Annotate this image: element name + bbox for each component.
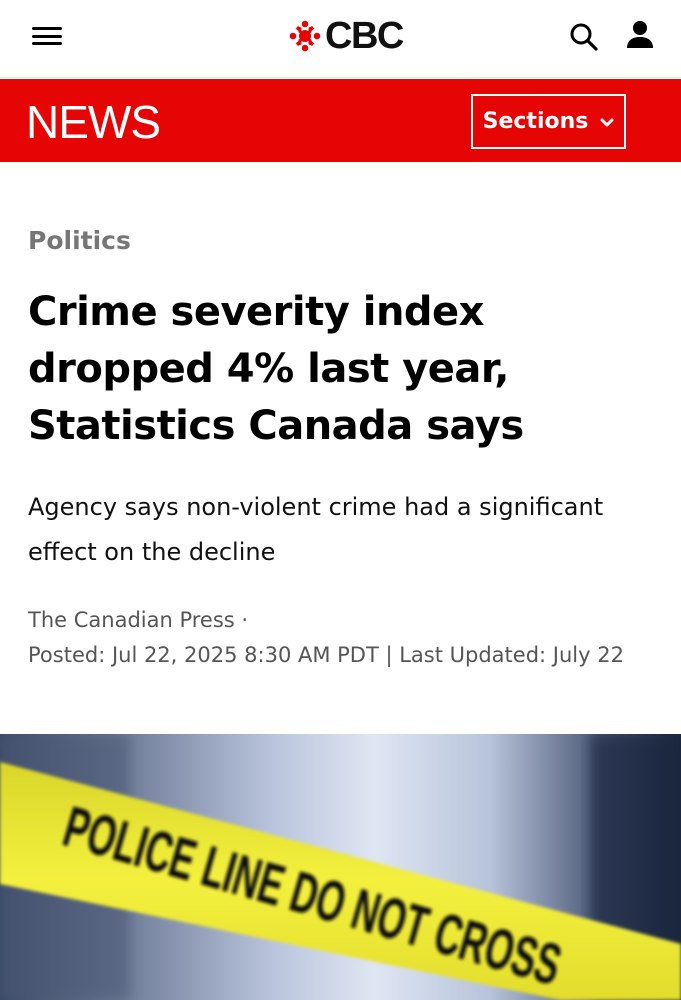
police-tape-image: POLICE LINE DO NOT CROSS — [0, 734, 681, 1000]
sections-dropdown-button[interactable]: Sections — [471, 94, 626, 149]
hamburger-menu-icon[interactable] — [32, 25, 62, 47]
byline-source: The Canadian Press · — [28, 608, 249, 632]
hero-image[interactable]: POLICE LINE DO NOT CROSS — [0, 734, 681, 1000]
sections-label: Sections — [482, 108, 589, 134]
chevron-down-icon — [600, 118, 614, 126]
category-link[interactable]: Politics — [28, 226, 131, 255]
menu-line — [32, 27, 62, 30]
search-button[interactable] — [568, 21, 600, 53]
profile-button[interactable] — [624, 19, 656, 51]
byline: The Canadian Press · Posted: Jul 22, 202… — [28, 603, 658, 673]
top-bar: CBC — [0, 0, 681, 78]
cbc-wordmark: CBC — [325, 15, 404, 57]
article-headline: Crime severity index dropped 4% last yea… — [28, 289, 524, 449]
cbc-logo[interactable]: CBC — [289, 15, 404, 57]
news-section-title[interactable]: NEWS — [26, 96, 161, 148]
search-icon — [570, 23, 598, 51]
article-dek: Agency says non-violent crime had a sign… — [28, 493, 604, 566]
user-profile-icon — [627, 21, 653, 48]
cbc-gem-icon — [289, 20, 321, 52]
news-section-bar: NEWS Sections — [0, 79, 681, 162]
menu-line — [32, 42, 62, 45]
byline-timestamps: Posted: Jul 22, 2025 8:30 AM PDT | Last … — [28, 643, 624, 667]
menu-line — [32, 34, 62, 38]
